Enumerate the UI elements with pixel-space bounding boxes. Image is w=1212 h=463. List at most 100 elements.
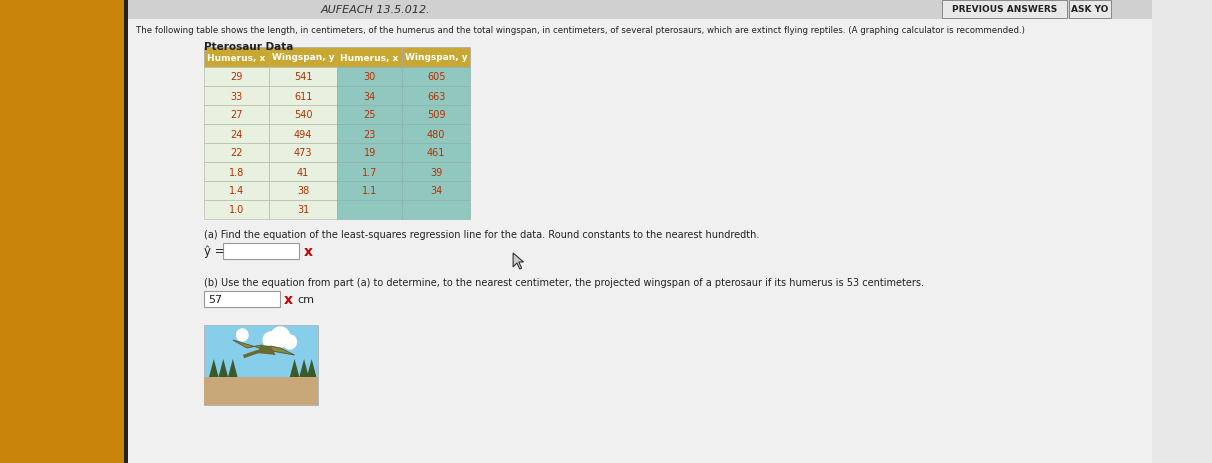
- FancyBboxPatch shape: [337, 181, 402, 200]
- FancyBboxPatch shape: [269, 87, 337, 106]
- FancyBboxPatch shape: [402, 125, 470, 144]
- Text: 509: 509: [427, 110, 445, 120]
- FancyBboxPatch shape: [402, 181, 470, 200]
- FancyBboxPatch shape: [269, 106, 337, 125]
- Text: x: x: [284, 292, 293, 307]
- FancyBboxPatch shape: [205, 377, 319, 405]
- Text: 30: 30: [364, 72, 376, 82]
- Text: 473: 473: [293, 148, 313, 158]
- FancyBboxPatch shape: [205, 163, 269, 181]
- FancyBboxPatch shape: [402, 68, 470, 87]
- FancyBboxPatch shape: [205, 48, 269, 68]
- Polygon shape: [299, 359, 309, 377]
- Polygon shape: [290, 359, 299, 377]
- FancyBboxPatch shape: [337, 68, 402, 87]
- FancyBboxPatch shape: [402, 87, 470, 106]
- FancyBboxPatch shape: [124, 0, 128, 463]
- FancyBboxPatch shape: [337, 125, 402, 144]
- Text: 29: 29: [230, 72, 242, 82]
- Text: 25: 25: [364, 110, 376, 120]
- FancyBboxPatch shape: [269, 125, 337, 144]
- Polygon shape: [233, 340, 267, 350]
- Text: ASK YO: ASK YO: [1071, 6, 1109, 14]
- Polygon shape: [307, 359, 316, 377]
- Polygon shape: [228, 359, 238, 377]
- FancyBboxPatch shape: [205, 181, 269, 200]
- FancyBboxPatch shape: [402, 106, 470, 125]
- Circle shape: [263, 332, 279, 348]
- Text: 605: 605: [427, 72, 445, 82]
- Text: x: x: [304, 244, 313, 258]
- FancyBboxPatch shape: [402, 144, 470, 163]
- FancyBboxPatch shape: [128, 0, 1151, 463]
- Text: The following table shows the length, in centimeters, of the humerus and the tot: The following table shows the length, in…: [136, 26, 1025, 35]
- Circle shape: [270, 327, 290, 347]
- Text: Pterosaur Data: Pterosaur Data: [205, 42, 293, 52]
- Circle shape: [284, 335, 297, 349]
- Text: PREVIOUS ANSWERS: PREVIOUS ANSWERS: [951, 6, 1057, 14]
- Text: 541: 541: [293, 72, 313, 82]
- Text: 23: 23: [364, 129, 376, 139]
- FancyBboxPatch shape: [205, 106, 269, 125]
- Text: (b) Use the equation from part (a) to determine, to the nearest centimeter, the : (b) Use the equation from part (a) to de…: [205, 277, 925, 288]
- Text: 494: 494: [295, 129, 313, 139]
- Text: 34: 34: [364, 91, 376, 101]
- Polygon shape: [513, 253, 524, 269]
- Text: 1.0: 1.0: [229, 205, 244, 215]
- Text: Wingspan, y: Wingspan, y: [271, 53, 335, 63]
- FancyBboxPatch shape: [337, 87, 402, 106]
- Text: AUFEACH 13.5.012.: AUFEACH 13.5.012.: [320, 5, 430, 15]
- FancyBboxPatch shape: [269, 144, 337, 163]
- Polygon shape: [208, 359, 218, 377]
- FancyBboxPatch shape: [402, 48, 470, 68]
- Text: 22: 22: [230, 148, 242, 158]
- Text: Humerus, x: Humerus, x: [207, 53, 265, 63]
- Polygon shape: [267, 346, 295, 355]
- FancyBboxPatch shape: [402, 163, 470, 181]
- Text: cm: cm: [297, 294, 314, 304]
- FancyBboxPatch shape: [337, 200, 402, 219]
- Text: 39: 39: [430, 167, 442, 177]
- Text: 480: 480: [427, 129, 445, 139]
- Text: 27: 27: [230, 110, 242, 120]
- Text: 611: 611: [295, 91, 313, 101]
- FancyBboxPatch shape: [942, 1, 1067, 19]
- Text: 1.8: 1.8: [229, 167, 244, 177]
- FancyBboxPatch shape: [269, 48, 337, 68]
- Text: 461: 461: [427, 148, 445, 158]
- FancyBboxPatch shape: [269, 68, 337, 87]
- Polygon shape: [257, 345, 275, 355]
- FancyBboxPatch shape: [205, 291, 280, 307]
- Text: 41: 41: [297, 167, 309, 177]
- Text: 38: 38: [297, 186, 309, 196]
- FancyBboxPatch shape: [269, 200, 337, 219]
- FancyBboxPatch shape: [337, 163, 402, 181]
- Text: Wingspan, y: Wingspan, y: [405, 53, 468, 63]
- Text: ŷ =: ŷ =: [205, 245, 225, 258]
- Text: 57: 57: [208, 294, 222, 304]
- FancyBboxPatch shape: [205, 144, 269, 163]
- FancyBboxPatch shape: [0, 0, 124, 463]
- FancyBboxPatch shape: [337, 106, 402, 125]
- FancyBboxPatch shape: [337, 144, 402, 163]
- Text: 663: 663: [427, 91, 445, 101]
- FancyBboxPatch shape: [402, 200, 470, 219]
- FancyBboxPatch shape: [205, 87, 269, 106]
- Polygon shape: [218, 359, 228, 377]
- FancyBboxPatch shape: [128, 0, 1151, 20]
- Text: Humerus, x: Humerus, x: [341, 53, 399, 63]
- Text: 1.4: 1.4: [229, 186, 244, 196]
- FancyBboxPatch shape: [1069, 1, 1110, 19]
- Circle shape: [236, 329, 248, 341]
- Text: 1.7: 1.7: [362, 167, 377, 177]
- Text: 34: 34: [430, 186, 442, 196]
- FancyBboxPatch shape: [205, 125, 269, 144]
- FancyBboxPatch shape: [269, 181, 337, 200]
- FancyBboxPatch shape: [223, 244, 299, 259]
- Text: 33: 33: [230, 91, 242, 101]
- Text: (a) Find the equation of the least-squares regression line for the data. Round c: (a) Find the equation of the least-squar…: [205, 230, 760, 239]
- Text: 24: 24: [230, 129, 242, 139]
- Text: 19: 19: [364, 148, 376, 158]
- Text: 31: 31: [297, 205, 309, 215]
- FancyBboxPatch shape: [269, 163, 337, 181]
